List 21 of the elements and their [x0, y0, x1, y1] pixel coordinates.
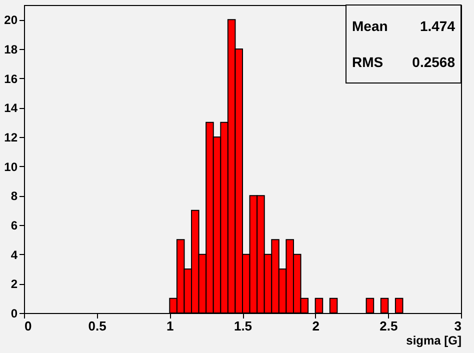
- x-tick-label: 3: [454, 318, 462, 334]
- x-tick-label: 2: [312, 318, 320, 334]
- y-tick-label: 18: [4, 42, 18, 56]
- y-tick-label: 4: [10, 248, 18, 262]
- x-tick-label: 2.5: [380, 318, 398, 334]
- y-tick-label: 20: [4, 13, 18, 28]
- x-tick-label: 0.5: [88, 318, 106, 334]
- y-tick-label: 8: [10, 189, 18, 204]
- x-tick-label: 1.5: [234, 318, 252, 334]
- x-tick-label: 0: [24, 318, 32, 334]
- y-tick-label: 0: [10, 306, 18, 320]
- y-tick-label: 2: [10, 277, 18, 292]
- text: RMS 0.2568: [352, 54, 455, 70]
- y-tick-label: 10: [4, 160, 18, 174]
- x-axis-title: sigma [G]: [406, 334, 462, 348]
- y-tick-label: 16: [4, 72, 18, 86]
- text: Mean 1.474: [352, 18, 455, 34]
- y-tick-label: 12: [4, 130, 18, 144]
- x-tick-label: 1: [166, 318, 174, 334]
- y-tick-label: 6: [10, 218, 18, 232]
- y-tick-label: 14: [4, 101, 18, 116]
